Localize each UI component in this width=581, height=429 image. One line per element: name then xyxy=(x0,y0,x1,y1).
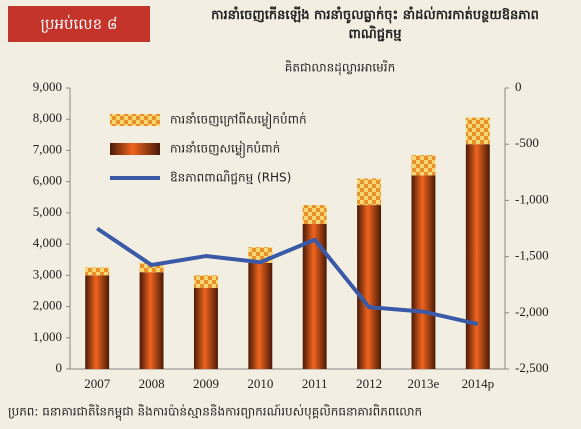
bar xyxy=(357,205,382,369)
bar xyxy=(85,267,110,276)
bar xyxy=(465,117,490,145)
x-tick-label: 2010 xyxy=(247,376,273,391)
subtitle: គិតជាលានដុល្លារអាមេរិក xyxy=(285,60,395,76)
y-tick-label: 6,000 xyxy=(33,173,62,188)
legend-label: ឱនភាពពាណិជ្ជកម្ម (RHS) xyxy=(170,170,291,185)
legend-label: ការនាំចេញសម្លៀកបំពាក់ xyxy=(170,141,280,159)
y-tick-label: 1,000 xyxy=(33,329,62,344)
legend-swatch xyxy=(110,114,160,126)
y2-tick-label: -2,000 xyxy=(515,304,549,319)
x-tick-label: 2009 xyxy=(193,376,219,391)
bar xyxy=(193,275,218,288)
bar xyxy=(139,272,164,369)
x-tick-label: 2014p xyxy=(462,376,495,391)
y2-tick-label: -2,500 xyxy=(515,360,549,375)
y-tick-label: 9,000 xyxy=(33,79,62,94)
x-tick-label: 2007 xyxy=(84,376,111,391)
bar xyxy=(85,275,110,369)
y2-tick-label: -1,000 xyxy=(515,191,549,206)
bar xyxy=(139,262,164,273)
x-tick-label: 2011 xyxy=(302,376,328,391)
y-tick-label: 3,000 xyxy=(33,266,62,281)
chart-title: ការនាំចេញកើនឡើង ការនាំចូលធ្លាក់ចុះ នាំដល… xyxy=(211,8,539,42)
x-tick-label: 2012 xyxy=(356,376,382,391)
bar xyxy=(465,144,490,369)
y-tick-label: 7,000 xyxy=(33,141,62,156)
bar xyxy=(302,223,327,369)
bar xyxy=(193,287,218,369)
x-tick-label: 2013e xyxy=(408,376,440,391)
x-tick-label: 2008 xyxy=(139,376,165,391)
bar xyxy=(357,178,382,206)
y-tick-label: 8,000 xyxy=(33,110,62,125)
source: ប្រភព: ធនាគារជាតិនៃកម្ពុជា និងការប៉ាន់ស្… xyxy=(8,404,422,422)
y-tick-label: 4,000 xyxy=(33,235,62,250)
y2-tick-label: -500 xyxy=(515,135,539,150)
y2-tick-label: 0 xyxy=(515,79,522,94)
box-label: ប្រអប់លេខ ៨ xyxy=(8,6,150,42)
line xyxy=(96,226,479,326)
legend-swatch xyxy=(110,143,160,155)
y-tick-label: 5,000 xyxy=(33,204,62,219)
bar xyxy=(302,205,327,224)
bar xyxy=(411,175,436,369)
y-tick-label: 2,000 xyxy=(33,298,62,313)
bar xyxy=(248,262,273,369)
bar xyxy=(411,155,436,176)
y-tick-label: 0 xyxy=(56,360,63,375)
y2-tick-label: -1,500 xyxy=(515,248,549,263)
legend-label: ការនាំចេញក្រៅពីសម្លៀកបំពាក់ xyxy=(170,112,307,130)
